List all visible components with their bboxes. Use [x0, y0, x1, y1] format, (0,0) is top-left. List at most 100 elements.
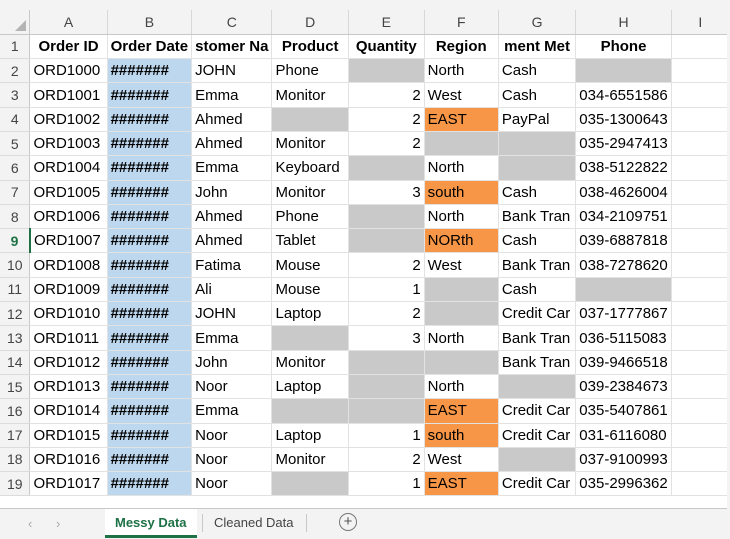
data-cell[interactable]: ####### — [107, 374, 193, 400]
data-cell[interactable]: Credit Car — [498, 398, 577, 424]
data-cell[interactable]: ORD1002 — [29, 107, 108, 132]
data-cell[interactable]: ####### — [107, 350, 193, 375]
row-header[interactable]: 5 — [0, 131, 31, 157]
data-cell[interactable] — [348, 398, 425, 424]
data-cell[interactable]: ####### — [107, 423, 193, 448]
data-cell[interactable]: John — [191, 180, 273, 205]
data-cell[interactable]: Emma — [191, 155, 273, 181]
data-cell[interactable]: JOHN — [191, 58, 273, 84]
next-sheet-icon[interactable]: › — [56, 516, 61, 531]
data-cell[interactable]: 2 — [348, 131, 425, 157]
data-cell[interactable] — [575, 58, 672, 84]
data-cell[interactable]: ORD1007 — [29, 228, 108, 254]
data-cell[interactable]: ORD1013 — [29, 374, 108, 400]
data-cell[interactable]: ORD1000 — [29, 58, 108, 84]
data-cell[interactable] — [271, 107, 349, 132]
tab-cleaned-data[interactable]: Cleaned Data — [214, 515, 294, 530]
header-cell[interactable]: stomer Na — [191, 34, 273, 60]
data-cell[interactable]: PayPal — [498, 107, 577, 132]
data-cell[interactable]: Fatima — [191, 252, 273, 278]
row-header[interactable]: 11 — [0, 277, 31, 303]
data-cell[interactable]: 034-2109751 — [575, 204, 672, 230]
data-cell[interactable]: ####### — [107, 228, 193, 254]
data-cell[interactable]: south — [424, 180, 499, 205]
data-cell[interactable]: 3 — [348, 180, 425, 205]
data-cell[interactable]: 039-2384673 — [575, 374, 672, 400]
data-cell[interactable]: ORD1010 — [29, 301, 108, 327]
data-cell[interactable]: 037-1777867 — [575, 301, 672, 327]
data-cell[interactable] — [671, 447, 730, 473]
data-cell[interactable]: Noor — [191, 423, 273, 448]
data-cell[interactable]: Laptop — [271, 374, 349, 400]
row-header[interactable]: 13 — [0, 325, 31, 351]
data-cell[interactable]: Bank Tran — [498, 252, 577, 278]
data-cell[interactable]: 2 — [348, 301, 425, 327]
prev-sheet-icon[interactable]: ‹ — [28, 516, 33, 531]
row-header[interactable]: 17 — [0, 423, 31, 448]
data-cell[interactable]: Ali — [191, 277, 273, 303]
data-cell[interactable]: EAST — [424, 107, 499, 132]
row-header[interactable]: 2 — [0, 58, 31, 84]
data-cell[interactable]: Keyboard — [271, 155, 349, 181]
row-header[interactable]: 16 — [0, 398, 31, 424]
data-cell[interactable]: North — [424, 204, 499, 230]
data-cell[interactable]: North — [424, 155, 499, 181]
row-header[interactable]: 19 — [0, 471, 31, 497]
data-cell[interactable] — [348, 350, 425, 375]
header-cell[interactable]: Order Date — [107, 34, 193, 60]
data-cell[interactable]: Monitor — [271, 82, 349, 108]
data-cell[interactable]: ORD1005 — [29, 180, 108, 205]
tab-messy-data[interactable]: Messy Data — [105, 509, 197, 538]
data-cell[interactable]: 039-6887818 — [575, 228, 672, 254]
data-cell[interactable]: Cash — [498, 277, 577, 303]
column-header-h[interactable]: H — [575, 10, 672, 35]
row-header[interactable]: 4 — [0, 107, 31, 132]
data-cell[interactable] — [671, 301, 730, 327]
data-cell[interactable]: 034-6551586 — [575, 82, 672, 108]
data-cell[interactable]: North — [424, 58, 499, 84]
header-cell[interactable]: Order ID — [29, 34, 108, 60]
data-cell[interactable]: ORD1015 — [29, 423, 108, 448]
data-cell[interactable]: Credit Car — [498, 471, 577, 497]
data-cell[interactable] — [271, 471, 349, 497]
data-cell[interactable]: ####### — [107, 398, 193, 424]
data-cell[interactable]: West — [424, 82, 499, 108]
data-cell[interactable]: Cash — [498, 180, 577, 205]
row-header[interactable]: 15 — [0, 374, 31, 400]
data-cell[interactable] — [348, 155, 425, 181]
data-cell[interactable] — [498, 131, 577, 157]
data-cell[interactable]: 035-2996362 — [575, 471, 672, 497]
data-cell[interactable]: ####### — [107, 204, 193, 230]
data-cell[interactable]: Emma — [191, 82, 273, 108]
data-cell[interactable] — [424, 277, 499, 303]
select-all-corner[interactable] — [0, 10, 31, 35]
data-cell[interactable]: Mouse — [271, 277, 349, 303]
data-cell[interactable] — [671, 277, 730, 303]
data-cell[interactable]: ####### — [107, 155, 193, 181]
data-cell[interactable] — [671, 252, 730, 278]
data-cell[interactable]: 1 — [348, 471, 425, 497]
row-header[interactable]: 1 — [0, 34, 31, 60]
row-header[interactable]: 8 — [0, 204, 31, 230]
column-header-b[interactable]: B — [107, 10, 193, 35]
data-cell[interactable] — [348, 228, 425, 254]
data-cell[interactable]: Cash — [498, 82, 577, 108]
data-cell[interactable]: 2 — [348, 107, 425, 132]
data-cell[interactable]: Cash — [498, 228, 577, 254]
data-cell[interactable] — [671, 325, 730, 351]
data-cell[interactable]: ####### — [107, 131, 193, 157]
data-cell[interactable]: Bank Tran — [498, 350, 577, 375]
data-cell[interactable]: ####### — [107, 252, 193, 278]
column-header-a[interactable]: A — [29, 10, 108, 35]
data-cell[interactable]: 3 — [348, 325, 425, 351]
data-cell[interactable]: Monitor — [271, 447, 349, 473]
data-cell[interactable] — [271, 325, 349, 351]
row-header[interactable]: 10 — [0, 252, 31, 278]
data-cell[interactable]: 2 — [348, 252, 425, 278]
row-header[interactable]: 18 — [0, 447, 31, 473]
data-cell[interactable]: ####### — [107, 107, 193, 132]
add-sheet-icon[interactable]: + — [339, 513, 357, 531]
data-cell[interactable]: Monitor — [271, 350, 349, 375]
data-cell[interactable]: EAST — [424, 471, 499, 497]
data-cell[interactable] — [671, 155, 730, 181]
